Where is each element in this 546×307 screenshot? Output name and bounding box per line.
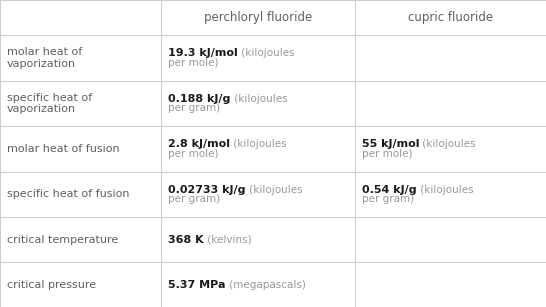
- Text: specific heat of
vaporization: specific heat of vaporization: [7, 93, 92, 114]
- Text: (kilojoules: (kilojoules: [230, 139, 287, 149]
- Text: critical temperature: critical temperature: [7, 235, 118, 245]
- Text: per mole): per mole): [168, 58, 218, 68]
- Text: molar heat of fusion: molar heat of fusion: [7, 144, 120, 154]
- Text: 0.02733 kJ/g: 0.02733 kJ/g: [168, 185, 246, 195]
- Text: perchloryl fluoride: perchloryl fluoride: [204, 11, 312, 24]
- Text: 19.3 kJ/mol: 19.3 kJ/mol: [168, 49, 238, 58]
- Text: (kilojoules: (kilojoules: [238, 49, 294, 58]
- Text: (kilojoules: (kilojoules: [246, 185, 302, 195]
- Text: per gram): per gram): [362, 194, 414, 204]
- Text: molar heat of
vaporization: molar heat of vaporization: [7, 47, 82, 69]
- Text: 0.54 kJ/g: 0.54 kJ/g: [362, 185, 417, 195]
- Text: (megapascals): (megapascals): [225, 280, 306, 290]
- Text: critical pressure: critical pressure: [7, 280, 96, 290]
- Text: per gram): per gram): [168, 194, 220, 204]
- Text: 0.188 kJ/g: 0.188 kJ/g: [168, 94, 230, 104]
- Text: 55 kJ/mol: 55 kJ/mol: [362, 139, 419, 149]
- Text: per mole): per mole): [168, 149, 218, 158]
- Text: per mole): per mole): [362, 149, 412, 158]
- Text: (kilojoules: (kilojoules: [419, 139, 476, 149]
- Text: per gram): per gram): [168, 103, 220, 113]
- Text: specific heat of fusion: specific heat of fusion: [7, 189, 129, 199]
- Text: 2.8 kJ/mol: 2.8 kJ/mol: [168, 139, 230, 149]
- Text: cupric fluoride: cupric fluoride: [408, 11, 493, 24]
- Text: (kilojoules: (kilojoules: [417, 185, 473, 195]
- Text: (kilojoules: (kilojoules: [230, 94, 287, 104]
- Text: 368 K: 368 K: [168, 235, 204, 245]
- Text: (kelvins): (kelvins): [204, 235, 251, 245]
- Text: 5.37 MPa: 5.37 MPa: [168, 280, 225, 290]
